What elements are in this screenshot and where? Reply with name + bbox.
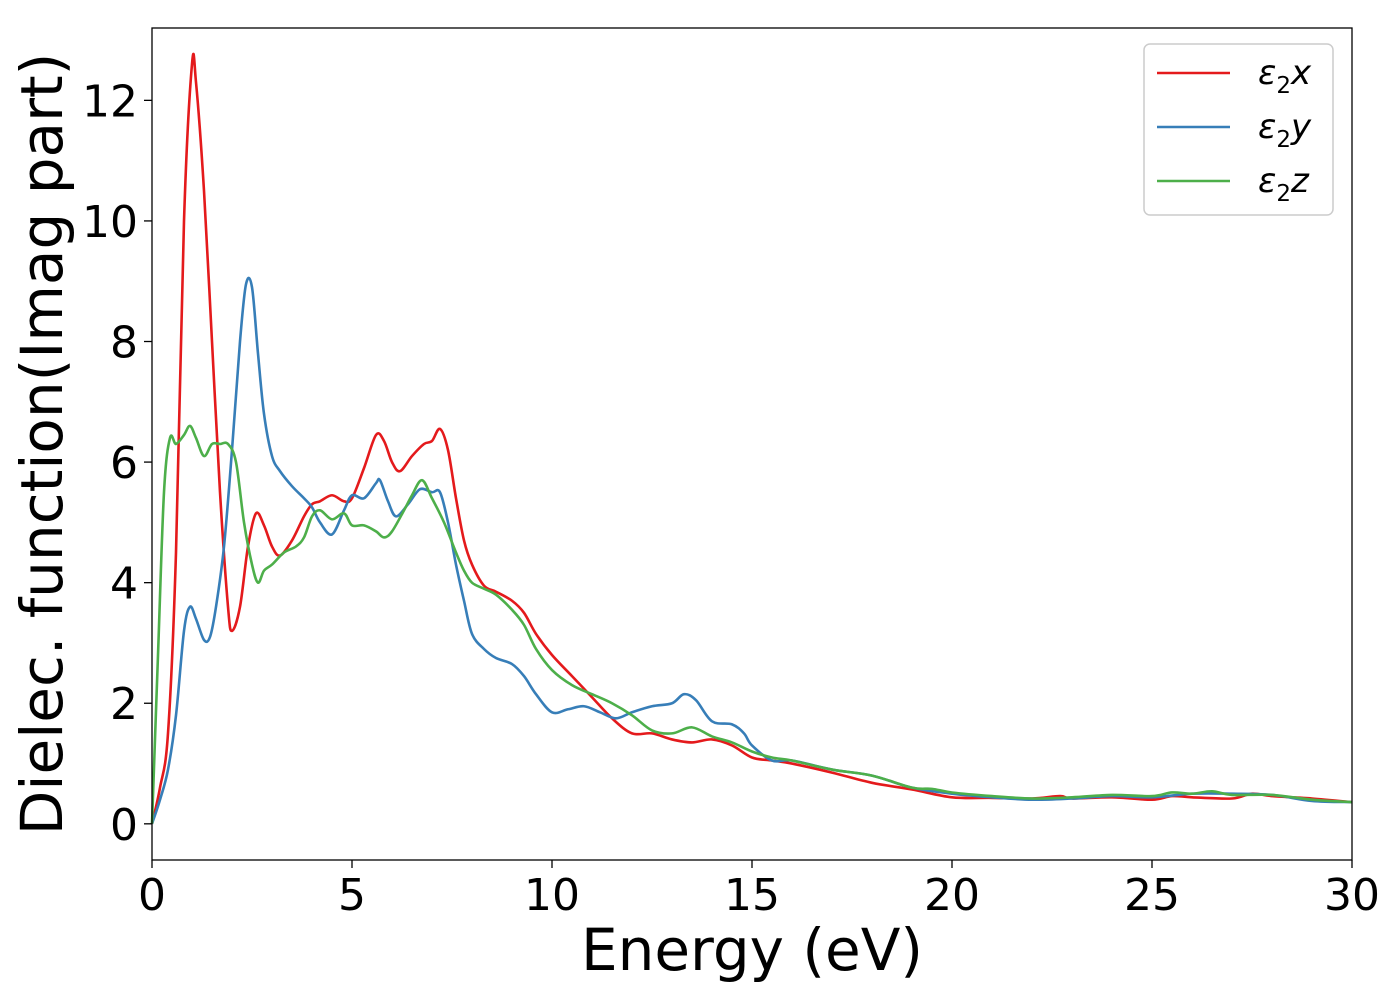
y-tick-label: 0 bbox=[110, 800, 138, 851]
y-tick-label: 12 bbox=[82, 76, 138, 127]
y-tick-label: 8 bbox=[110, 318, 138, 369]
x-tick-label: 10 bbox=[524, 870, 580, 921]
series-line-x bbox=[150, 52, 1353, 825]
y-tick-label: 10 bbox=[82, 197, 138, 248]
x-axis: 0 5 10 15 20 25 30 bbox=[138, 860, 1380, 921]
x-tick-label: 20 bbox=[924, 870, 980, 921]
x-tick-label: 30 bbox=[1324, 870, 1380, 921]
legend: ε2x ε2y ε2z bbox=[1143, 43, 1334, 216]
series-line-z bbox=[150, 424, 1353, 824]
y-tick-label: 4 bbox=[110, 559, 138, 610]
x-tick-label: 25 bbox=[1124, 870, 1180, 921]
x-tick-label: 15 bbox=[724, 870, 780, 921]
y-tick-label: 6 bbox=[110, 438, 138, 489]
legend-label-x: ε2x bbox=[1258, 53, 1312, 99]
x-tick-label: 5 bbox=[338, 870, 366, 921]
series-layer bbox=[150, 52, 1353, 825]
legend-box bbox=[1143, 43, 1334, 216]
y-axis: 0 2 4 6 8 10 12 bbox=[82, 76, 152, 851]
x-tick-label: 0 bbox=[138, 870, 166, 921]
y-axis-title: Dielec. function(Imag part) bbox=[8, 53, 76, 836]
y-tick-label: 2 bbox=[110, 679, 138, 730]
legend-label-z: ε2z bbox=[1258, 161, 1310, 207]
x-axis-title: Energy (eV) bbox=[581, 916, 923, 984]
legend-items: ε2x ε2y ε2z bbox=[1157, 53, 1312, 207]
legend-label-y: ε2y bbox=[1258, 107, 1312, 153]
